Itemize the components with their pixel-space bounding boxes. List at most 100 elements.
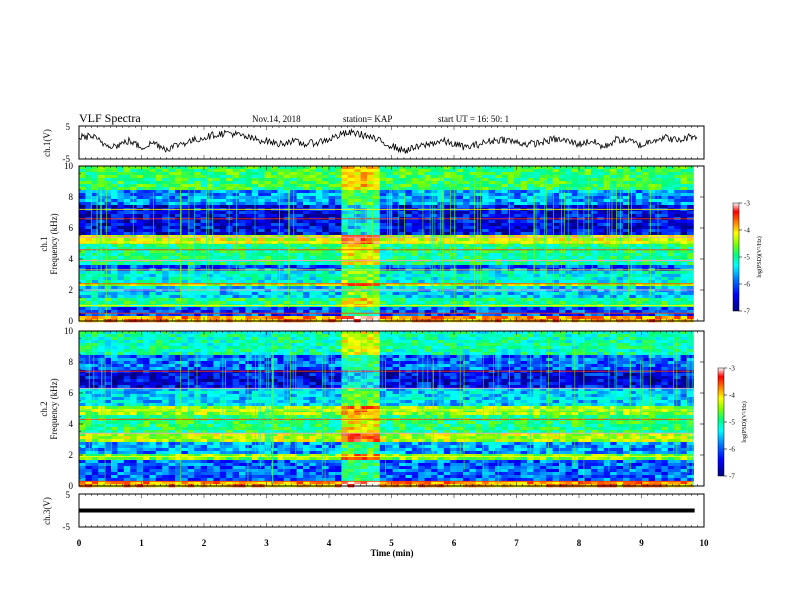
spectrogram-cell [558, 241, 566, 245]
spectrogram-cell [533, 277, 541, 281]
spectrogram-cell [578, 274, 585, 278]
spectrogram-cell [379, 232, 387, 236]
spectrogram-cell [168, 172, 176, 176]
spectrogram-cell [175, 229, 182, 233]
spectrogram-cell [520, 220, 528, 224]
spectrogram-cell [238, 310, 246, 314]
spectrogram-cell [123, 184, 131, 188]
spectrogram-cell [187, 292, 195, 296]
spectrogram-cell [79, 247, 86, 251]
spectrogram-cell [514, 244, 521, 248]
spectrogram-cell [366, 253, 374, 257]
spectrogram-cell [354, 283, 361, 287]
spectrogram-cell [430, 256, 438, 260]
spectrogram-cell [315, 214, 323, 218]
spectrogram-cell [111, 307, 118, 311]
spectrogram-cell [603, 295, 611, 299]
spectrogram-cell [264, 220, 272, 224]
spectrogram-cell [162, 190, 169, 194]
spectrogram-cell [667, 220, 675, 224]
spectrogram-cell [533, 238, 541, 242]
spectrogram-cell [85, 187, 93, 191]
spectrogram-cell [334, 184, 342, 188]
spectrogram-cell [635, 274, 643, 278]
spectrogram-cell [475, 196, 483, 200]
spectrogram-cell [136, 238, 144, 242]
spectrogram-cell [642, 286, 649, 290]
spectrogram-cell [155, 196, 163, 200]
spectrogram-cell [136, 244, 144, 248]
spectrogram-cell [552, 241, 560, 245]
spectrogram-cell [213, 166, 221, 170]
spectrogram-cell [360, 241, 368, 245]
spectrogram-cell [175, 202, 182, 206]
station-label: station= KAP [343, 114, 392, 124]
spectrogram-cell [674, 190, 681, 194]
spectrogram-cell [674, 280, 681, 284]
spectrogram-cell [149, 169, 157, 173]
spectrogram-cell [187, 250, 195, 254]
spectrogram-cell [213, 196, 221, 200]
spectrogram-cell [565, 286, 573, 290]
spectrogram-cell [584, 205, 592, 209]
spectrogram-cell [571, 172, 579, 176]
spectrogram-cell [366, 238, 374, 242]
spectrogram-cell [341, 220, 349, 224]
spectrogram-cell [578, 181, 585, 185]
spectrogram-cell [149, 211, 157, 215]
spectrogram-cell [283, 211, 291, 215]
spectrogram-cell [674, 256, 681, 260]
spectrogram-cell [341, 286, 349, 290]
spectrogram-cell [488, 172, 496, 176]
spectrogram-cell [226, 202, 233, 206]
spectrogram-cell [603, 262, 611, 266]
spectrogram-cell [475, 250, 483, 254]
spectrogram-cell [206, 250, 214, 254]
spectrogram-cell [175, 238, 182, 242]
spectrogram-cell [386, 307, 393, 311]
spectrogram-cell [539, 241, 547, 245]
spectrogram-cell [680, 172, 688, 176]
spectrogram-cell [283, 244, 291, 248]
spectrogram-cell [238, 184, 246, 188]
spectrogram-cell [206, 193, 214, 197]
spectrogram-cell [411, 175, 419, 179]
spectrogram-cell [533, 289, 541, 293]
spectrogram-cell [213, 184, 221, 188]
spectrogram-cell [584, 283, 592, 287]
spectrogram-cell [469, 184, 477, 188]
spectrogram-cell [328, 262, 336, 266]
spectrogram-cell [456, 277, 464, 281]
spectrogram-cell [117, 307, 125, 311]
spectrogram-cell [424, 172, 432, 176]
spectrogram-cell [258, 169, 265, 173]
spectrogram-cell [501, 301, 509, 305]
spectrogram-cell [104, 199, 112, 203]
spectrogram-cell [584, 220, 592, 224]
spectrogram-cell [514, 166, 521, 170]
spectrogram-cell [85, 202, 93, 206]
spectrogram-cell [270, 253, 278, 257]
spectrogram-cell [213, 283, 221, 287]
spectrogram-cell [418, 184, 425, 188]
spectrogram-cell [162, 232, 169, 236]
spectrogram-cell [302, 190, 310, 194]
spectrogram-cell [264, 241, 272, 245]
spectrogram-cell [686, 205, 694, 209]
spectrogram-cell [123, 313, 131, 317]
spectrogram-cell [526, 232, 534, 236]
spectrogram-cell [162, 169, 169, 173]
spectrogram-cell [181, 181, 189, 185]
spectrogram-cell [661, 283, 669, 287]
spectrogram-cell [386, 169, 393, 173]
spectrogram-cell [168, 235, 176, 239]
spectrogram-cell [360, 235, 368, 239]
spectrogram-cell [578, 232, 585, 236]
spectrogram-cell [578, 166, 585, 170]
spectrogram-cell [347, 277, 355, 281]
spectrogram-cell [501, 274, 509, 278]
spectrogram-cell [143, 199, 150, 203]
spectrogram-cell [514, 229, 521, 233]
spectrogram-cell [674, 292, 681, 296]
spectrogram-cell [270, 226, 278, 230]
